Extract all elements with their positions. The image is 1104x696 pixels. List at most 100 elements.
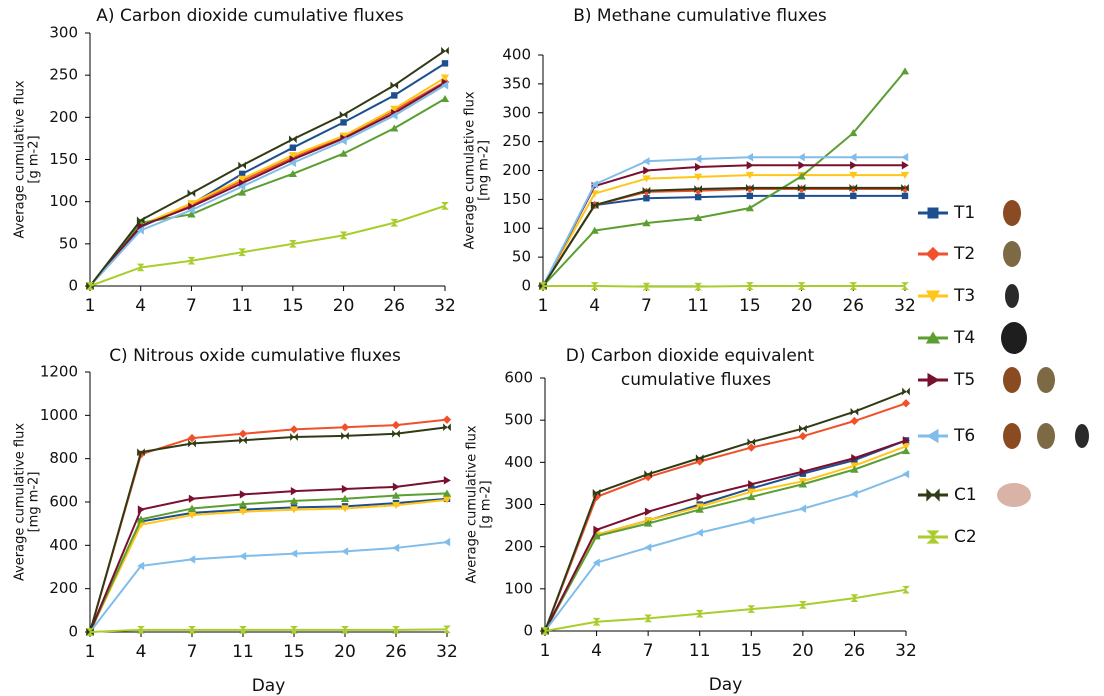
data-point xyxy=(799,424,807,433)
data-point xyxy=(694,154,702,164)
legend-label: T5 xyxy=(953,370,975,390)
data-point xyxy=(901,183,909,192)
y-tick-label: 500 xyxy=(504,411,533,429)
x-tick-label: 32 xyxy=(436,642,458,662)
data-point xyxy=(851,453,859,463)
panel: C) Nitrous oxide cumulative fluxes Averag… xyxy=(13,346,458,696)
data-point xyxy=(850,416,859,426)
legend-label: T1 xyxy=(953,203,975,223)
series-line xyxy=(89,497,448,633)
data-point xyxy=(443,625,451,634)
data-point xyxy=(642,157,650,166)
data-point xyxy=(694,282,702,291)
x-tick-label: 15 xyxy=(740,641,762,661)
data-point xyxy=(391,92,398,99)
data-point xyxy=(440,74,450,82)
data-point xyxy=(288,169,298,178)
data-point xyxy=(341,484,349,494)
data-point xyxy=(136,263,145,272)
x-tick-label: 20 xyxy=(333,296,355,316)
data-point xyxy=(592,532,601,540)
y-tick-label: 1200 xyxy=(40,363,78,381)
x-tick-label: 26 xyxy=(844,641,866,661)
data-point xyxy=(392,429,400,438)
data-point xyxy=(798,480,808,488)
data-point xyxy=(391,420,401,430)
data-point xyxy=(288,152,298,160)
panel: A) Carbon dioxide cumulative fluxes Avera… xyxy=(13,6,456,316)
panel: B) Methane cumulative fluxes Average cumu… xyxy=(463,6,916,316)
y-axis-label: Average cumulative flux xyxy=(463,91,478,249)
data-point xyxy=(746,282,754,290)
legend-marker xyxy=(926,428,939,444)
legend-label: T4 xyxy=(953,328,975,348)
data-point xyxy=(238,500,248,508)
data-point xyxy=(187,433,197,443)
x-tick-label: 15 xyxy=(283,642,305,662)
y-tick-label: 150 xyxy=(502,190,531,208)
data-point xyxy=(340,505,350,513)
data-point xyxy=(441,202,449,210)
data-point xyxy=(136,515,146,523)
data-point xyxy=(441,81,449,90)
data-point xyxy=(289,135,297,144)
data-point xyxy=(391,491,401,499)
x-tick-label: 26 xyxy=(383,296,405,316)
legend-label: C2 xyxy=(954,527,977,547)
data-point xyxy=(901,153,909,162)
data-point xyxy=(239,625,247,634)
x-tick-label: 1 xyxy=(85,642,96,662)
data-point xyxy=(341,547,349,556)
data-point xyxy=(440,94,450,102)
data-point xyxy=(747,516,755,525)
data-point xyxy=(590,180,598,189)
series-line xyxy=(542,70,906,287)
data-point xyxy=(238,161,246,170)
y-tick-label: 600 xyxy=(49,493,78,511)
y-tick-label: 600 xyxy=(504,369,533,387)
y-tick-label: 200 xyxy=(502,161,531,179)
data-point xyxy=(644,614,652,623)
data-point xyxy=(136,226,144,235)
data-point xyxy=(643,195,650,202)
data-point xyxy=(289,506,299,514)
data-point xyxy=(745,171,755,179)
data-point xyxy=(289,144,297,151)
data-point xyxy=(392,625,400,634)
data-point xyxy=(238,248,246,257)
y-tick-label: 0 xyxy=(68,623,78,641)
data-point xyxy=(290,487,298,496)
y-tick-label: 1000 xyxy=(40,406,78,424)
legend-marker xyxy=(927,207,939,219)
data-point xyxy=(541,627,549,635)
y-tick-label: 100 xyxy=(504,579,533,597)
series-line xyxy=(542,194,905,287)
series-line xyxy=(89,204,446,287)
data-point xyxy=(392,482,400,491)
data-point xyxy=(642,186,651,195)
chart-subtitle: cumulative fluxes xyxy=(621,370,771,390)
data-point xyxy=(443,423,451,432)
data-point xyxy=(239,436,247,445)
y-axis-label: Average cumulative flux xyxy=(13,80,28,238)
data-point xyxy=(694,185,702,193)
x-tick-label: 11 xyxy=(689,641,711,661)
chart-title: A) Carbon dioxide cumulative fluxes xyxy=(96,6,404,26)
x-axis-label: Day xyxy=(252,676,286,696)
x-tick-label: 4 xyxy=(589,296,600,316)
data-point xyxy=(797,183,806,192)
data-point xyxy=(592,617,601,626)
data-point xyxy=(797,282,806,290)
x-tick-label: 11 xyxy=(687,296,709,316)
chart-title: D) Carbon dioxide equivalent xyxy=(566,346,815,366)
x-tick-label: 32 xyxy=(895,641,917,661)
data-point xyxy=(642,282,651,291)
x-tick-label: 20 xyxy=(792,641,814,661)
data-point xyxy=(592,558,600,567)
data-point xyxy=(642,219,651,227)
data-point xyxy=(188,439,196,448)
x-tick-label: 11 xyxy=(231,296,253,316)
data-point xyxy=(188,494,196,503)
data-point xyxy=(849,153,857,162)
data-point xyxy=(239,552,247,561)
